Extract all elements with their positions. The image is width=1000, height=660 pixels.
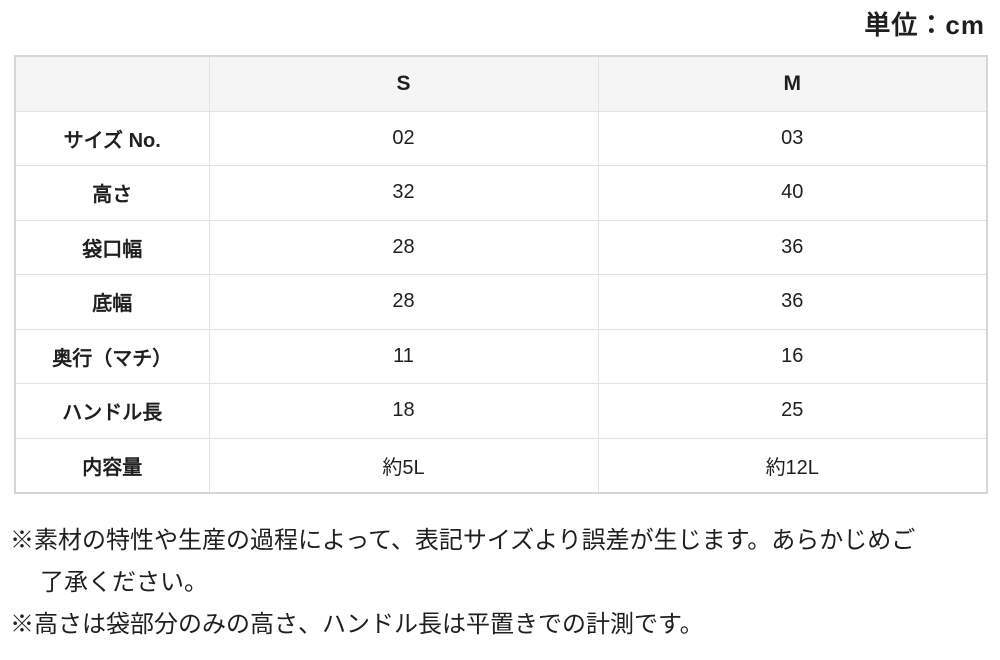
table-row-handle-length: ハンドル長 18 25: [14, 383, 988, 439]
size-m-cell: 約12L: [597, 437, 988, 494]
unit-label: 単位：cm: [864, 10, 985, 40]
size-m-cell: 03: [597, 110, 988, 166]
size-m-cell: 40: [597, 165, 988, 221]
table-row-opening-width: 袋口幅 28 36: [14, 219, 988, 275]
row-label: サイズ No.: [14, 110, 210, 166]
note-material-tolerance-line2: 了承ください。: [40, 569, 208, 596]
size-m-cell: 16: [597, 328, 988, 384]
table-row-size-no: サイズ No. 02 03: [14, 110, 988, 166]
size-s-cell: 28: [208, 274, 599, 330]
table-row-height: 高さ 32 40: [14, 165, 988, 221]
table-header-row: S M: [14, 55, 988, 112]
note-material-tolerance-line1: ※素材の特性や生産の過程によって、表記サイズより誤差が生じます。あらかじめご: [10, 527, 916, 554]
header-cell-empty: [14, 55, 210, 112]
size-m-cell: 36: [597, 219, 988, 275]
row-label: 袋口幅: [14, 219, 210, 275]
row-label: 奥行（マチ）: [14, 328, 210, 384]
header-cell-size-s: S: [208, 55, 599, 112]
table-row-bottom-width: 底幅 28 36: [14, 274, 988, 330]
row-label: ハンドル長: [14, 383, 210, 439]
size-s-cell: 約5L: [208, 437, 599, 494]
size-s-cell: 11: [208, 328, 599, 384]
row-label: 内容量: [14, 437, 210, 494]
table-row-depth: 奥行（マチ） 11 16: [14, 328, 988, 384]
footnotes: ※素材の特性や生産の過程によって、表記サイズより誤差が生じます。あらかじめご 了…: [10, 520, 995, 646]
note-measurement-method: ※高さは袋部分のみの高さ、ハンドル長は平置きでの計測です。: [10, 611, 704, 638]
row-label: 底幅: [14, 274, 210, 330]
size-s-cell: 32: [208, 165, 599, 221]
size-s-cell: 02: [208, 110, 599, 166]
row-label: 高さ: [14, 165, 210, 221]
size-s-cell: 18: [208, 383, 599, 439]
table-row-capacity: 内容量 約5L 約12L: [14, 437, 988, 494]
size-table: S M サイズ No. 02 03 高さ 32 40 袋口幅 28 36 底幅: [14, 55, 988, 494]
size-s-cell: 28: [208, 219, 599, 275]
size-m-cell: 25: [597, 383, 988, 439]
size-m-cell: 36: [597, 274, 988, 330]
header-cell-size-m: M: [597, 55, 988, 112]
